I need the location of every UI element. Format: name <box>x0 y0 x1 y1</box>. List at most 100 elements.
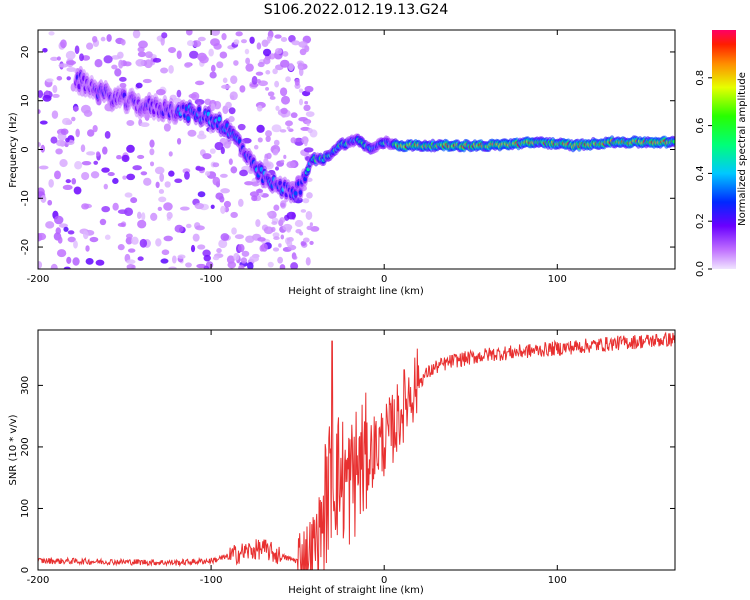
noise-blob <box>191 40 202 48</box>
colorbar-tick-label: 0.0 <box>695 261 706 277</box>
noise-blob <box>86 42 94 50</box>
noise-blob <box>230 166 238 174</box>
noise-blob <box>238 198 244 207</box>
noise-blob <box>219 195 225 203</box>
noise-blob <box>279 129 287 133</box>
noise-blob <box>86 129 95 137</box>
noise-blob <box>212 255 220 261</box>
noise-blob <box>283 154 287 160</box>
noise-blob <box>280 202 286 208</box>
noise-blob <box>48 179 54 188</box>
noise-blob <box>210 64 216 73</box>
noise-blob <box>155 238 162 247</box>
noise-blob <box>101 167 110 173</box>
noise-blob <box>171 255 177 264</box>
noise-blob <box>272 232 280 238</box>
noise-blob <box>40 195 47 203</box>
noise-blob <box>52 85 58 93</box>
noise-blob <box>187 129 197 137</box>
noise-blob <box>235 31 243 37</box>
noise-blob <box>63 226 69 232</box>
noise-blob <box>127 248 136 253</box>
noise-blob <box>290 112 298 119</box>
noise-blob <box>239 85 246 93</box>
colorbar-gradient <box>712 30 736 269</box>
noise-blob <box>310 225 320 232</box>
figure-title: S106.2022.012.19.13.G24 <box>264 2 449 18</box>
noise-blob <box>280 37 288 43</box>
noise-blob <box>294 78 300 86</box>
noise-blob <box>300 209 307 213</box>
noise-blob <box>42 94 52 102</box>
noise-blob <box>307 127 313 134</box>
noise-blob <box>112 202 119 211</box>
noise-blob <box>57 236 63 244</box>
noise-blob <box>185 30 193 36</box>
snr-y-label: SNR (10 * v/v) <box>8 414 19 485</box>
noise-blob <box>73 240 78 249</box>
noise-blob <box>225 101 232 109</box>
noise-blob <box>111 64 118 70</box>
noise-blob <box>256 78 261 84</box>
colorbar: 0.0 0.2 0.4 0.6 0.8 Normalized spectral ampl… <box>695 30 748 277</box>
noise-blob <box>271 124 282 133</box>
noise-blob <box>67 230 75 235</box>
noise-blob <box>149 139 155 148</box>
noise-blob <box>132 30 141 39</box>
noise-blob <box>286 226 292 233</box>
noise-blob <box>256 124 265 133</box>
noise-blob <box>103 183 108 190</box>
noise-blob <box>196 263 206 269</box>
heatmap-plot-area <box>38 30 675 269</box>
noise-blob <box>263 57 271 65</box>
noise-blob <box>240 257 248 264</box>
x-tick-label: -100 <box>200 575 223 586</box>
ridge-core <box>217 116 222 122</box>
snr-series-line <box>38 331 675 570</box>
noise-blob <box>56 56 61 61</box>
noise-blob <box>51 110 59 119</box>
noise-blob <box>81 171 90 181</box>
noise-blob <box>163 202 173 211</box>
noise-blob <box>161 32 168 39</box>
noise-blob <box>267 91 275 97</box>
noise-blob <box>150 212 158 222</box>
noise-blob <box>257 61 265 68</box>
noise-blob <box>176 50 182 60</box>
noise-blob <box>223 200 232 208</box>
noise-blob <box>247 262 254 269</box>
noise-blob <box>309 222 313 227</box>
noise-blob <box>116 155 122 160</box>
noise-blob <box>45 78 54 83</box>
noise-blob <box>40 144 46 153</box>
colorbar-tick-label: 0.8 <box>695 70 706 86</box>
noise-blob <box>219 173 228 178</box>
noise-blob <box>237 123 246 131</box>
snr-axes: -200 -100 0 100 0 100 200 300 <box>20 330 675 586</box>
noise-blob <box>157 206 163 211</box>
noise-blob <box>268 53 276 60</box>
noise-blob <box>244 48 250 55</box>
noise-blob <box>47 199 53 206</box>
noise-blob <box>163 235 173 242</box>
noise-blob <box>185 223 192 229</box>
colorbar-tick-label: 0.6 <box>695 118 706 134</box>
noise-blob <box>145 51 153 59</box>
noise-blob <box>100 36 106 42</box>
noise-blob <box>228 158 233 165</box>
noise-blob <box>74 160 83 170</box>
noise-blob <box>270 226 276 232</box>
noise-blob <box>59 159 68 168</box>
noise-blob <box>120 39 126 46</box>
noise-blob <box>266 35 273 42</box>
noise-blob <box>266 211 273 217</box>
noise-blob <box>176 89 182 98</box>
noise-blob <box>221 84 231 90</box>
noise-blob <box>149 161 155 167</box>
noise-blob <box>93 160 99 165</box>
noise-blob <box>275 47 283 55</box>
noise-blob <box>266 152 272 160</box>
noise-blob <box>73 106 79 112</box>
noise-blob <box>38 90 44 99</box>
y-tick-label: 10 <box>20 94 31 107</box>
